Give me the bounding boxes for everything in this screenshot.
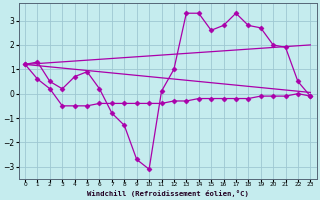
X-axis label: Windchill (Refroidissement éolien,°C): Windchill (Refroidissement éolien,°C): [87, 190, 249, 197]
